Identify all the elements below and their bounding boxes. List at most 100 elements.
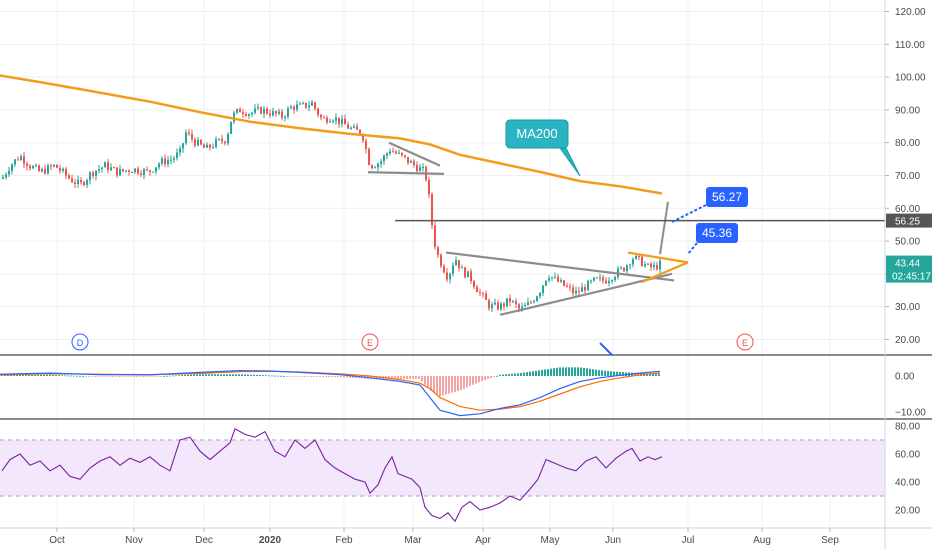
candle[interactable] <box>50 165 52 167</box>
candle[interactable] <box>533 301 535 303</box>
event-marker-d[interactable] <box>71 333 89 351</box>
candle[interactable] <box>146 169 148 171</box>
candle[interactable] <box>95 170 97 176</box>
candle[interactable] <box>401 152 403 156</box>
candle[interactable] <box>383 155 385 162</box>
candle[interactable] <box>20 156 22 161</box>
candle[interactable] <box>218 138 220 140</box>
candle[interactable] <box>8 170 10 175</box>
candle[interactable] <box>659 260 661 270</box>
candle[interactable] <box>152 171 154 173</box>
candle[interactable] <box>518 304 520 309</box>
candle[interactable] <box>500 303 502 310</box>
candle[interactable] <box>155 167 157 172</box>
candle[interactable] <box>335 117 337 121</box>
candle[interactable] <box>479 292 481 294</box>
candle[interactable] <box>5 174 7 178</box>
candle[interactable] <box>44 169 46 174</box>
candle[interactable] <box>377 163 379 168</box>
candle[interactable] <box>353 126 355 128</box>
candle[interactable] <box>26 163 28 166</box>
candle[interactable] <box>362 134 364 141</box>
candle[interactable] <box>116 167 118 176</box>
candle[interactable] <box>290 106 292 109</box>
candle[interactable] <box>653 265 655 268</box>
candle[interactable] <box>224 141 226 144</box>
candle[interactable] <box>98 169 100 171</box>
candle[interactable] <box>443 266 445 273</box>
candle[interactable] <box>551 277 553 279</box>
candle[interactable] <box>191 133 193 140</box>
candle[interactable] <box>179 148 181 153</box>
candle[interactable] <box>149 170 151 172</box>
candle[interactable] <box>206 144 208 148</box>
candle[interactable] <box>554 276 556 278</box>
candle[interactable] <box>260 107 262 114</box>
candle[interactable] <box>125 170 127 172</box>
candle[interactable] <box>623 267 625 272</box>
candle[interactable] <box>14 159 16 165</box>
candle[interactable] <box>434 225 436 248</box>
candle[interactable] <box>71 178 73 183</box>
candle[interactable] <box>323 117 325 119</box>
candle[interactable] <box>128 170 130 172</box>
candle[interactable] <box>167 160 169 165</box>
candle[interactable] <box>296 104 298 110</box>
candlesticks[interactable] <box>2 99 661 313</box>
candle[interactable] <box>209 144 211 148</box>
candle[interactable] <box>503 303 505 307</box>
candle[interactable] <box>587 280 589 291</box>
candle[interactable] <box>104 162 106 168</box>
candle[interactable] <box>365 140 367 149</box>
candle[interactable] <box>578 290 580 292</box>
candle[interactable] <box>398 152 400 154</box>
candle[interactable] <box>299 103 301 105</box>
candle[interactable] <box>89 172 91 181</box>
candle[interactable] <box>56 164 58 168</box>
candle[interactable] <box>173 158 175 160</box>
candle[interactable] <box>86 180 88 186</box>
candle[interactable] <box>263 108 265 114</box>
candle[interactable] <box>242 112 244 115</box>
candle[interactable] <box>527 302 529 306</box>
candle[interactable] <box>656 265 658 270</box>
candle[interactable] <box>212 146 214 148</box>
candle[interactable] <box>524 305 526 307</box>
candle[interactable] <box>602 277 604 281</box>
candle[interactable] <box>17 159 19 161</box>
candle[interactable] <box>194 139 196 146</box>
candle[interactable] <box>482 292 484 294</box>
candle[interactable] <box>68 175 70 179</box>
candle[interactable] <box>464 267 466 278</box>
candle[interactable] <box>629 264 631 266</box>
candle[interactable] <box>170 159 172 161</box>
candle[interactable] <box>176 152 178 159</box>
candle[interactable] <box>266 108 268 114</box>
candle[interactable] <box>515 300 517 305</box>
candle[interactable] <box>272 111 274 116</box>
candle[interactable] <box>122 168 124 172</box>
candle[interactable] <box>473 281 475 287</box>
candle[interactable] <box>137 168 139 174</box>
candle[interactable] <box>308 105 310 108</box>
candle[interactable] <box>542 285 544 294</box>
candle[interactable] <box>281 111 283 118</box>
candle[interactable] <box>389 151 391 154</box>
candle[interactable] <box>584 287 586 291</box>
candle[interactable] <box>284 116 286 118</box>
candle[interactable] <box>305 103 307 108</box>
candle[interactable] <box>338 117 340 124</box>
current-price-badge[interactable] <box>886 255 932 283</box>
candle[interactable] <box>326 117 328 123</box>
candle[interactable] <box>569 286 571 288</box>
candle[interactable] <box>440 255 442 267</box>
price-axis[interactable]: 120.00 110.00 100.00 90.00 80.00 70.00 60.00 50… <box>885 7 932 517</box>
candle[interactable] <box>635 255 637 260</box>
candle[interactable] <box>545 280 547 286</box>
candle[interactable] <box>539 293 541 297</box>
candle[interactable] <box>593 277 595 281</box>
candle[interactable] <box>566 285 568 287</box>
candle[interactable] <box>131 171 133 173</box>
